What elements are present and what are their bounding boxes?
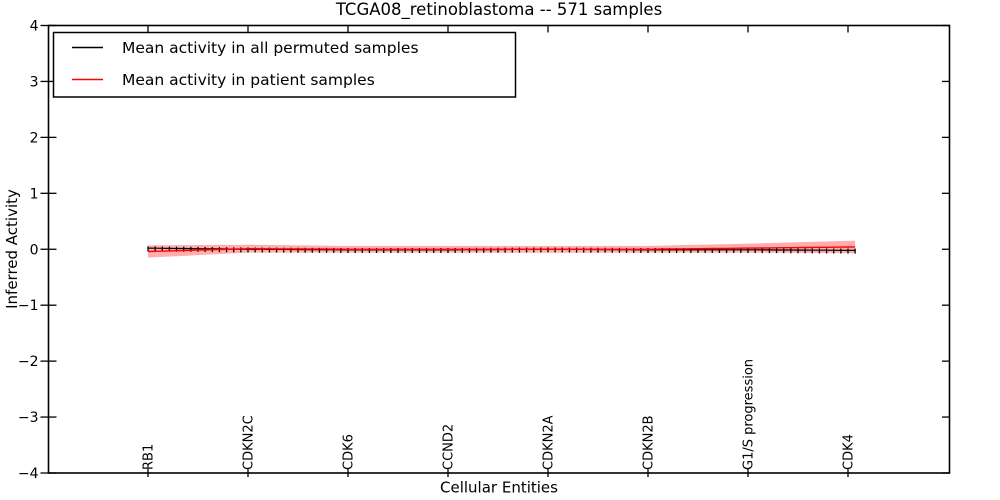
y-tick-label: 0 bbox=[30, 242, 39, 258]
legend: Mean activity in all permuted samples Me… bbox=[52, 31, 517, 98]
x-tick-label: RB1 bbox=[142, 444, 157, 470]
chart-title: TCGA08_retinoblastoma -- 571 samples bbox=[335, 0, 662, 20]
legend-label-patient: Mean activity in patient samples bbox=[122, 71, 375, 89]
x-axis-label: Cellular Entities bbox=[440, 479, 558, 497]
legend-label-permuted: Mean activity in all permuted samples bbox=[122, 39, 419, 57]
x-tick-label: CDKN2A bbox=[542, 415, 557, 470]
x-tick-label: CDKN2C bbox=[242, 415, 257, 470]
y-tick-label: 4 bbox=[30, 19, 39, 35]
y-tick-label: −2 bbox=[18, 354, 39, 370]
x-tick-label: CDKN2B bbox=[642, 415, 657, 470]
legend-box bbox=[52, 31, 517, 98]
x-tick-label: CDK6 bbox=[342, 434, 357, 470]
data-series bbox=[147, 246, 856, 254]
plot-border bbox=[47, 24, 951, 474]
y-tick-label: −3 bbox=[18, 410, 39, 426]
axis-tick-labels: −4 −3 −2 −1 0 1 2 3 4 RB1 CDKN2C CDK6 CCND2 CDKN2A CDK… bbox=[18, 19, 857, 483]
patient-mean-line bbox=[147, 246, 856, 253]
y-axis-label: Inferred Activity bbox=[3, 189, 21, 309]
y-tick-label: −4 bbox=[18, 466, 39, 482]
y-tick-label: 1 bbox=[30, 186, 39, 202]
y-tick-label: −1 bbox=[18, 298, 39, 314]
x-tick-label: CDK4 bbox=[842, 434, 857, 470]
x-tick-label: G1/S progression bbox=[742, 359, 757, 470]
x-tick-label: CCND2 bbox=[442, 424, 457, 470]
y-tick-label: 3 bbox=[30, 74, 39, 90]
y-tick-label: 2 bbox=[30, 130, 39, 146]
